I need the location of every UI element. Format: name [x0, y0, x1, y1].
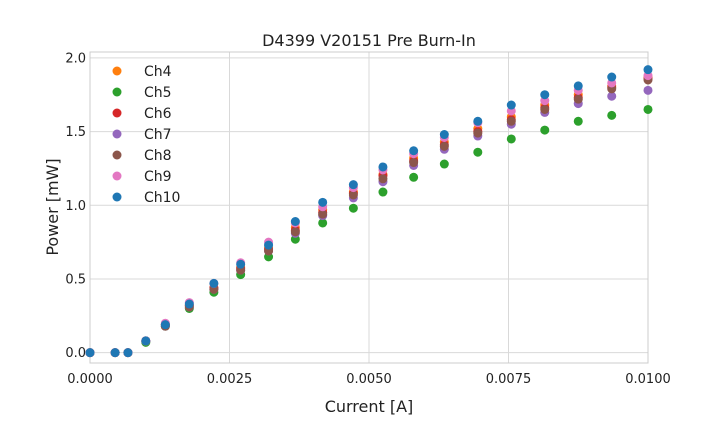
data-point	[378, 174, 388, 184]
data-point	[607, 110, 617, 120]
data-point	[506, 134, 516, 144]
series-ch10	[85, 65, 653, 358]
data-point	[184, 299, 194, 309]
y-tick-label: 0.5	[65, 272, 86, 287]
data-point	[506, 116, 516, 126]
y-tick-label: 1.0	[65, 199, 86, 214]
data-point	[409, 146, 419, 156]
x-tick-label: 0.0000	[67, 372, 113, 387]
y-axis-label: Power [mW]	[43, 158, 62, 255]
data-point	[540, 104, 550, 114]
x-tick-label: 0.0050	[346, 372, 392, 387]
data-point	[264, 240, 274, 250]
plot-area-frame	[89, 51, 649, 364]
data-points	[85, 65, 653, 358]
legend-label: Ch10	[144, 190, 180, 206]
legend: Ch4 Ch5 Ch6 Ch7 Ch8 Ch9 Ch10	[112, 64, 180, 206]
x-tick-label: 0.0100	[625, 372, 671, 387]
legend-label: Ch9	[144, 169, 172, 185]
data-point	[378, 162, 388, 172]
legend-label: Ch7	[144, 127, 172, 143]
data-point	[607, 91, 617, 101]
legend-marker	[112, 150, 122, 160]
data-point	[473, 116, 483, 126]
data-point	[141, 336, 151, 346]
data-point	[85, 348, 95, 358]
data-point	[160, 320, 170, 330]
data-point	[643, 104, 653, 114]
x-tick-label: 0.0075	[486, 372, 532, 387]
y-tick-label: 1.5	[65, 125, 86, 140]
chart-title: D4399 V20151 Pre Burn-In	[262, 31, 476, 50]
data-point	[439, 141, 449, 151]
legend-marker	[112, 192, 122, 202]
legend-label: Ch8	[144, 148, 172, 164]
data-point	[318, 218, 328, 228]
legend-label: Ch5	[144, 85, 172, 101]
data-point	[409, 172, 419, 182]
data-point	[348, 190, 358, 200]
data-point	[506, 100, 516, 110]
legend-marker	[112, 108, 122, 118]
data-point	[540, 90, 550, 100]
x-axis-label: Current [A]	[325, 397, 414, 416]
data-point	[607, 72, 617, 82]
legend-marker	[112, 171, 122, 181]
data-point	[123, 348, 133, 358]
data-point	[348, 203, 358, 213]
legend-marker	[112, 129, 122, 139]
data-point	[473, 147, 483, 157]
data-point	[209, 278, 219, 288]
data-point	[643, 85, 653, 95]
y-tick-label: 0.0	[65, 346, 86, 361]
data-point	[439, 130, 449, 140]
data-point	[348, 180, 358, 190]
data-point	[236, 259, 246, 269]
data-point	[318, 197, 328, 207]
legend-label: Ch6	[144, 106, 172, 122]
data-point	[110, 348, 120, 358]
data-point	[573, 94, 583, 104]
data-point	[439, 159, 449, 169]
grid-lines	[89, 52, 649, 363]
data-point	[318, 209, 328, 219]
data-point	[473, 128, 483, 138]
data-point	[643, 65, 653, 75]
data-point	[540, 125, 550, 135]
y-tick-label: 2.0	[65, 51, 86, 66]
legend-marker	[112, 66, 122, 76]
x-tick-label: 0.0025	[207, 372, 253, 387]
data-point	[409, 158, 419, 168]
legend-marker	[112, 87, 122, 97]
data-point	[378, 187, 388, 197]
data-point	[290, 227, 300, 237]
data-point	[573, 116, 583, 126]
axis-ticks: 0.0000 0.0025 0.0050 0.0075 0.0100 0.0 0.5 1.0 1…	[65, 51, 670, 387]
legend-label: Ch4	[144, 64, 172, 80]
data-point	[290, 217, 300, 227]
data-point	[573, 81, 583, 91]
